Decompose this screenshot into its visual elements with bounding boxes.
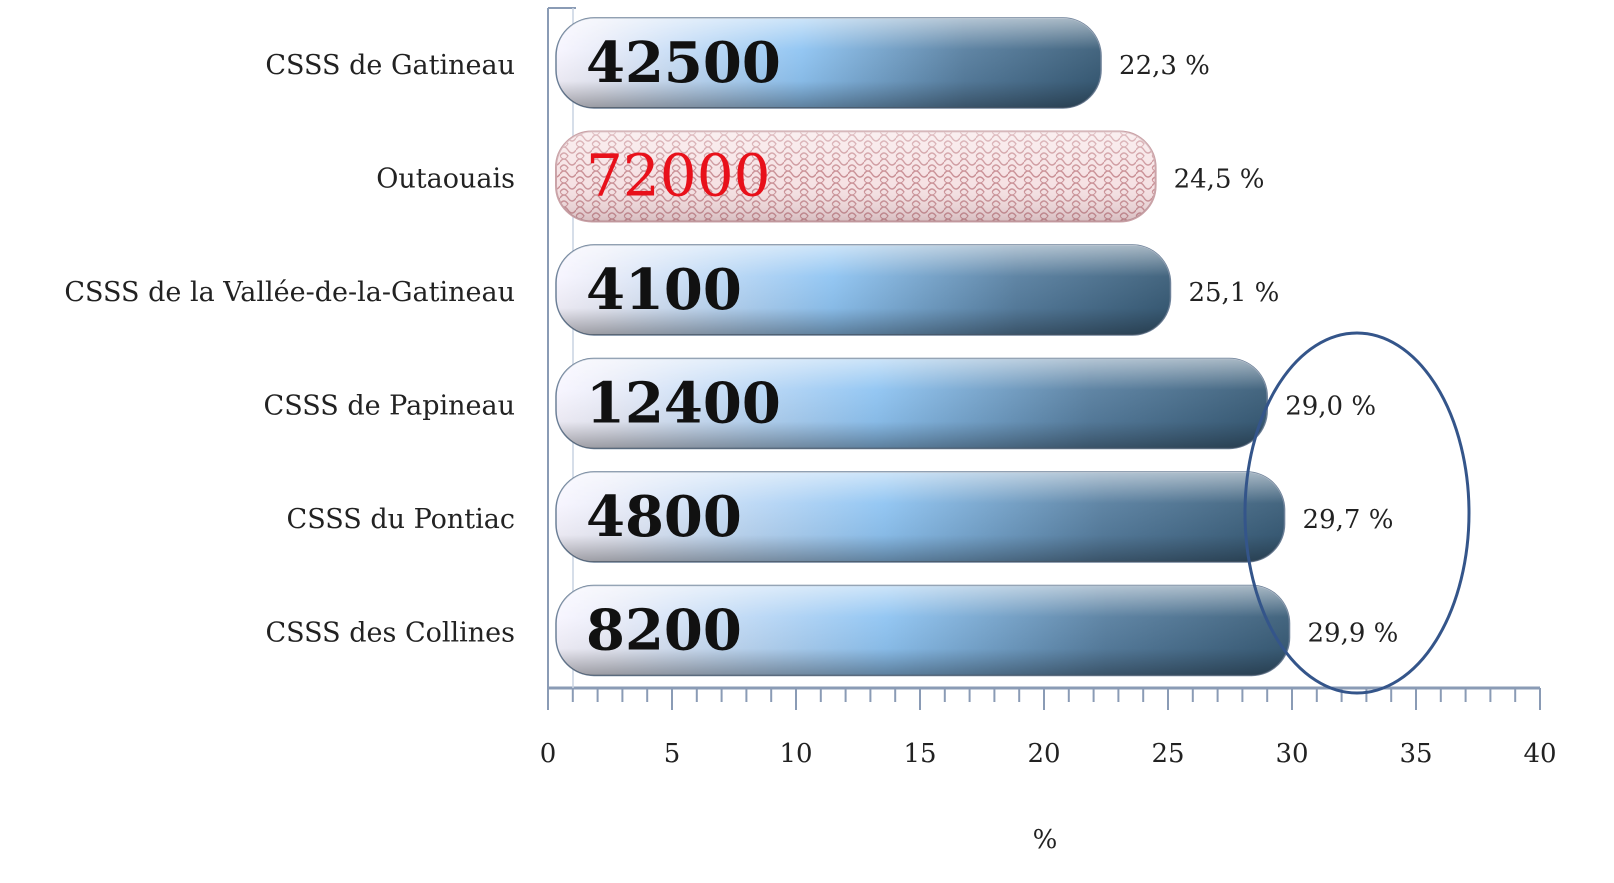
x-tick-label: 5 (664, 739, 681, 769)
bar-inner-label: 4800 (586, 484, 742, 550)
labels-layer: 42500 22,3 % CSSS de Gatineau 72000 24,5 % Ou… (64, 30, 1398, 664)
bar-group (555, 357, 1268, 450)
bar-group (555, 584, 1291, 677)
bar-shade (556, 131, 1156, 222)
bar-group (555, 17, 1102, 109)
bars-layer (555, 17, 1291, 677)
bar-value-label: 24,5 % (1174, 165, 1265, 195)
bar-value-label: 22,3 % (1119, 51, 1210, 81)
bar-group (555, 130, 1157, 223)
bar-value-label: 29,7 % (1303, 505, 1394, 535)
category-label: CSSS de la Vallée-de-la-Gatineau (64, 277, 515, 308)
highlight-circle (1243, 331, 1471, 695)
category-label: CSSS du Pontiac (287, 504, 515, 535)
bar-inner-label: 42500 (586, 30, 781, 96)
bar-group (555, 471, 1286, 563)
x-tick-label: 25 (1151, 739, 1184, 769)
bar-value-label: 29,0 % (1285, 392, 1376, 422)
bar-shade (556, 585, 1290, 676)
x-tick-label: 35 (1399, 739, 1432, 769)
x-axis-label: % (1033, 825, 1058, 855)
x-tick-label: 20 (1027, 739, 1060, 769)
bar-value-label: 25,1 % (1188, 278, 1279, 308)
x-tick-label: 30 (1275, 739, 1308, 769)
x-tick-label: 10 (779, 739, 812, 769)
bar-shade (556, 358, 1268, 449)
category-label: CSSS des Collines (265, 618, 515, 649)
x-tick-label: 40 (1523, 739, 1556, 769)
bar-inner-label: 8200 (586, 598, 742, 664)
x-tick-label: 15 (903, 739, 936, 769)
bar-shade (556, 18, 1102, 108)
category-label: Outaouais (376, 164, 515, 195)
x-tick-label: 0 (540, 739, 557, 769)
axis-layer: 0 5 10 15 20 25 30 35 40 (540, 7, 1557, 769)
bar-inner-label: 4100 (586, 257, 742, 323)
bar-group (555, 244, 1172, 336)
category-label: CSSS de Gatineau (265, 50, 515, 81)
bar-inner-label: 72000 (586, 142, 771, 210)
bar-inner-label: 12400 (586, 371, 781, 437)
bar-shade (556, 245, 1171, 335)
category-label: CSSS de Papineau (264, 391, 515, 422)
bar-shade (556, 472, 1285, 562)
bar-value-label: 29,9 % (1308, 619, 1399, 649)
